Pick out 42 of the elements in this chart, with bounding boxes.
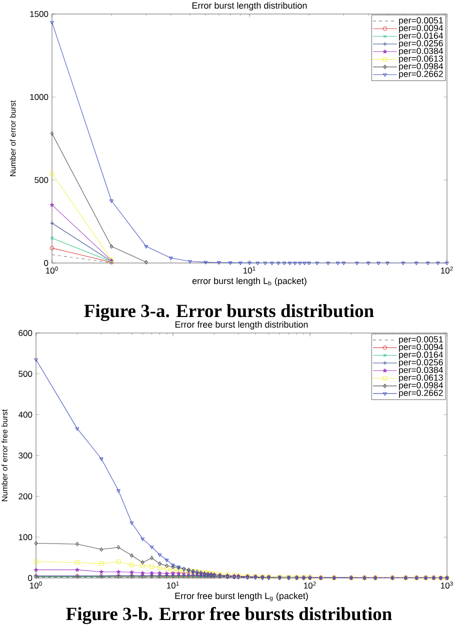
y-tick-label: 500 <box>18 370 32 377</box>
y-tick-label: 100 <box>18 534 32 540</box>
y-tick-label: 600 <box>18 330 32 336</box>
x-tick-label: 10$^{3}$ <box>441 582 453 589</box>
y-tick-label: 400 <box>18 412 32 418</box>
x-axis-title: Error free burst length L$_{g}$ (packet) <box>175 592 308 602</box>
x-tick-label: 10$^{2}$ <box>304 582 316 589</box>
y-tick-label: 1000 <box>30 94 48 100</box>
legend-label: per=0.0051 <box>399 336 443 344</box>
legend-label: per=0.0613 <box>399 55 443 64</box>
legend-label: per=0.0164 <box>399 32 444 41</box>
y-axis-title: Number of error burst <box>10 100 16 176</box>
x-tick-label: 10$^{1}$ <box>244 266 256 274</box>
y-tick-label: 1500 <box>30 11 48 18</box>
y-tick-label: 200 <box>18 493 32 500</box>
legend-label: per=0.0256 <box>399 40 443 48</box>
x-axis-title: error burst length L$_{b}$ (packet) <box>192 277 306 286</box>
legend-label: per=0.2662 <box>399 70 443 79</box>
legend-label: per=0.0984 <box>399 382 443 390</box>
x-tick-label: 10$^{1}$ <box>167 582 179 589</box>
x-tick-label: 10$^{0}$ <box>46 266 58 274</box>
legend-label: per=0.0613 <box>399 374 443 382</box>
legend-label: per=0.0984 <box>399 63 444 72</box>
legend-label: per=0.0094 <box>399 344 443 352</box>
legend-label: per=0.0164 <box>399 352 443 360</box>
legend-label: per=0.0256 <box>399 359 443 368</box>
y-tick-label: 500 <box>34 177 48 184</box>
legend-label: per=0.0094 <box>399 24 444 33</box>
y-axis-title: Number of error free burst <box>2 409 8 502</box>
chart-title: Error free burst length distribution <box>175 321 308 330</box>
x-tick-label: 10$^{0}$ <box>30 582 42 589</box>
caption: Figure 3-b. Error free bursts distribution <box>66 606 392 624</box>
y-tick-label: 300 <box>18 452 32 459</box>
legend-label: per=0.0384 <box>399 366 443 375</box>
y-tick-label: 0 <box>28 574 32 581</box>
legend-label: per=0.0384 <box>399 48 444 56</box>
caption: Figure 3-a. Error bursts distribution <box>84 304 374 322</box>
legend-label: per=0.0051 <box>399 17 443 26</box>
chart-title: Error burst length distribution <box>192 2 307 10</box>
x-tick-label: 10$^{2}$ <box>441 266 453 274</box>
y-tick-label: 0 <box>44 260 48 266</box>
legend-label: per=0.2662 <box>399 390 443 398</box>
